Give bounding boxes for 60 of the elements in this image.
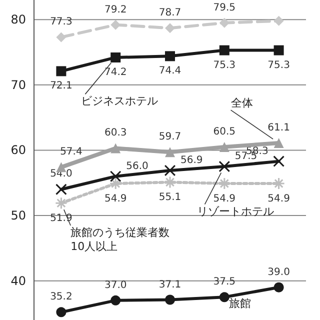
data-label: 56.0 xyxy=(126,160,148,172)
data-label: 37.1 xyxy=(158,279,182,290)
point xyxy=(110,178,122,190)
point xyxy=(273,178,284,190)
data-label: 56.9 xyxy=(180,154,203,166)
point xyxy=(274,16,284,26)
point xyxy=(110,52,121,62)
point xyxy=(218,178,230,190)
data-label: 74.2 xyxy=(104,66,127,78)
point xyxy=(165,294,175,305)
y-tick-label: 60 xyxy=(10,143,26,158)
point xyxy=(164,164,176,176)
y-tick-label: 50 xyxy=(10,208,26,223)
point xyxy=(165,147,175,158)
data-label: 60.3 xyxy=(104,128,127,139)
data-label: 75.3 xyxy=(213,60,236,71)
text: リゾートホテル xyxy=(196,204,274,218)
data-label: 78.7 xyxy=(158,8,182,19)
text: ビジネスホテル xyxy=(81,94,158,108)
data-label: 59.7 xyxy=(158,132,182,143)
data-label: 39.0 xyxy=(268,266,290,278)
y-tick-label: 80 xyxy=(10,12,26,27)
data-label: 54.9 xyxy=(104,194,127,205)
point xyxy=(274,282,284,292)
data-label: 61.1 xyxy=(268,122,290,134)
point xyxy=(274,45,284,56)
point xyxy=(218,161,230,172)
data-label: 54.9 xyxy=(268,194,290,205)
series-label: 旅館 xyxy=(228,296,251,310)
y-tick-label: 40 xyxy=(10,274,26,288)
point xyxy=(219,45,230,56)
point xyxy=(56,66,66,76)
y-tick-label: 70 xyxy=(10,78,26,92)
data-label: 35.2 xyxy=(50,292,72,303)
series-label: 旅館のうち従業者数10人以上 xyxy=(70,226,170,254)
point xyxy=(56,198,67,209)
point xyxy=(219,142,230,152)
data-label: 79.2 xyxy=(104,4,127,16)
data-label: 54.9 xyxy=(213,194,236,205)
point xyxy=(273,156,284,167)
point xyxy=(56,184,67,195)
data-label: 60.5 xyxy=(213,126,236,138)
point xyxy=(110,295,121,306)
text: 全体 xyxy=(230,96,253,110)
data-label: 79.5 xyxy=(213,2,236,14)
data-label: 77.3 xyxy=(50,16,72,28)
point xyxy=(219,292,230,302)
point xyxy=(165,51,175,62)
point xyxy=(110,170,122,182)
data-label: 74.4 xyxy=(158,66,182,77)
point xyxy=(219,18,230,28)
data-label: 37.0 xyxy=(104,280,127,291)
point xyxy=(164,176,176,188)
data-label: 55.1 xyxy=(158,192,182,204)
data-label: 75.3 xyxy=(268,60,290,71)
point xyxy=(56,32,66,42)
point xyxy=(274,138,284,148)
point xyxy=(110,143,121,154)
point xyxy=(56,307,66,318)
point xyxy=(165,23,175,34)
